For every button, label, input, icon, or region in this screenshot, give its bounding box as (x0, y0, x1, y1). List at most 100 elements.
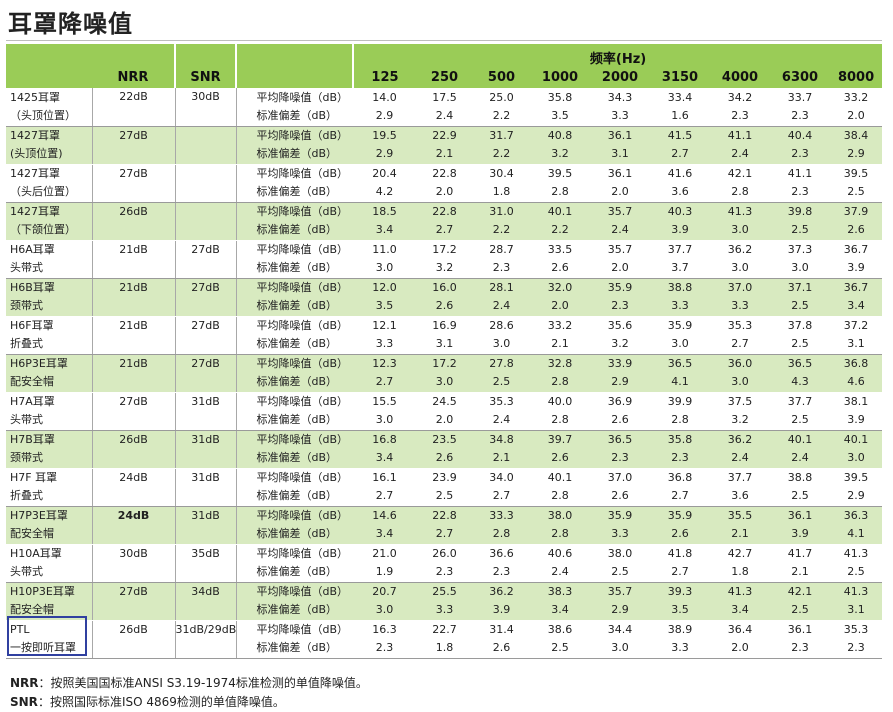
mean-value: 40.3 (667, 205, 693, 218)
attenuation-cell: 36.2 3.9 (473, 582, 530, 621)
mean-value: 35.3 (489, 395, 514, 408)
mean-value: 37.9 (843, 205, 869, 218)
nrr-value: 26dB (92, 202, 176, 241)
model-variant: 头带式 (10, 565, 43, 578)
attenuation-cell: 38.6 2.5 (530, 620, 590, 659)
mean-value: 41.8 (667, 547, 693, 560)
mean-value: 36.7 (843, 243, 869, 256)
attenuation-cell: 12.0 3.5 (353, 278, 416, 317)
attenuation-cell: 33.7 2.3 (770, 88, 830, 127)
mean-value: 19.5 (372, 129, 397, 142)
snr-value: 27dB (175, 316, 237, 355)
model-name: H7F 耳罩 (10, 471, 58, 484)
std-value: 3.1 (847, 337, 865, 350)
attenuation-cell: 14.0 2.9 (353, 88, 416, 127)
frequency-header: 6300 (770, 67, 830, 88)
mean-value: 33.4 (667, 90, 693, 104)
mean-value: 22.8 (432, 205, 457, 218)
std-value: 3.0 (731, 261, 749, 274)
measure-label-cell: 平均降噪值（dB） 标准偏差（dB） (236, 506, 353, 545)
attenuation-cell: 35.6 3.2 (590, 316, 650, 355)
std-value: 2.5 (611, 565, 629, 578)
mean-value: 40.4 (787, 129, 813, 142)
std-value: 1.8 (492, 185, 511, 198)
snr-value: 27dB (175, 354, 237, 393)
model-name: PTL (10, 623, 30, 636)
mean-value: 42.1 (727, 167, 753, 180)
mean-value: 35.9 (667, 509, 693, 522)
std-value: 3.0 (731, 375, 749, 388)
std-value: 3.2 (435, 261, 454, 274)
model-variant: （头后位置） (10, 185, 76, 198)
mean-value: 36.1 (607, 129, 633, 142)
std-value: 2.1 (492, 451, 511, 464)
attenuation-cell: 34.2 2.3 (710, 88, 770, 127)
attenuation-cell: 33.9 2.9 (590, 354, 650, 393)
std-value: 3.4 (375, 223, 394, 236)
std-value: 2.6 (847, 223, 865, 236)
snr-value (175, 202, 237, 241)
attenuation-cell: 17.5 2.4 (416, 88, 473, 127)
mean-value: 40.0 (547, 395, 573, 408)
mean-value: 40.1 (843, 433, 869, 446)
model-name-cell: 1427耳罩 （头后位置） (6, 164, 93, 203)
attenuation-cell: 40.3 3.9 (650, 202, 710, 241)
attenuation-cell: 40.4 2.3 (770, 126, 830, 165)
std-value: 1.9 (375, 565, 394, 578)
std-label: 标准偏差（dB） (256, 641, 338, 654)
attenuation-cell: 35.8 3.5 (530, 88, 590, 127)
mean-value: 28.7 (489, 243, 514, 256)
std-value: 2.8 (551, 413, 569, 426)
mean-value: 34.3 (607, 90, 633, 104)
attenuation-cell: 41.3 3.0 (710, 202, 770, 241)
attenuation-cell: 42.1 2.8 (710, 164, 770, 203)
model-name-cell: 1427耳罩 (头顶位置) (6, 126, 93, 165)
attenuation-cell: 35.5 2.1 (710, 506, 770, 545)
measure-label-cell: 平均降噪值（dB） 标准偏差（dB） (236, 88, 353, 127)
attenuation-cell: 39.8 2.5 (770, 202, 830, 241)
snr-value: 35dB (175, 544, 237, 583)
std-value: 3.2 (611, 337, 629, 350)
std-value: 3.3 (731, 299, 749, 312)
mean-value: 41.3 (727, 585, 753, 598)
mean-value: 36.1 (607, 167, 633, 180)
mean-value: 28.1 (489, 281, 514, 294)
mean-value: 40.1 (547, 205, 573, 218)
measure-label-cell: 平均降噪值（dB） 标准偏差（dB） (236, 392, 353, 431)
std-value: 2.8 (551, 527, 569, 540)
attenuation-cell: 34.0 2.7 (473, 468, 530, 507)
mean-value: 37.1 (787, 281, 813, 294)
mean-value: 39.9 (667, 395, 693, 408)
std-value: 2.6 (671, 527, 689, 540)
mean-value: 36.3 (843, 509, 869, 522)
model-variant: 颈带式 (10, 299, 43, 312)
measure-label-cell: 平均降噪值（dB） 标准偏差（dB） (236, 126, 353, 165)
std-value: 3.9 (791, 527, 809, 540)
mean-value: 30.4 (489, 167, 514, 180)
mean-value: 38.3 (547, 585, 573, 598)
page-title: 耳罩降噪值 (8, 10, 133, 38)
model-variant: (头顶位置) (10, 147, 63, 160)
std-value: 2.1 (551, 337, 569, 350)
attenuation-cell: 42.1 2.5 (770, 582, 830, 621)
snr-value: 31dB (175, 468, 237, 507)
std-value: 2.7 (492, 489, 511, 502)
mean-value: 25.5 (432, 585, 457, 598)
mean-value: 39.8 (787, 205, 813, 218)
attenuation-cell: 34.8 2.1 (473, 430, 530, 469)
std-value: 2.3 (435, 565, 454, 578)
attenuation-cell: 16.3 2.3 (353, 620, 416, 659)
mean-value: 40.1 (547, 471, 573, 484)
mean-value: 36.5 (607, 433, 633, 446)
noise-reduction-table: NRR SNR 频率(Hz) 125 250 500 1000 2000 3150 4000… (6, 44, 883, 659)
attenuation-cell: 36.5 4.1 (650, 354, 710, 393)
attenuation-cell: 31.7 2.2 (473, 126, 530, 165)
mean-value: 41.6 (667, 167, 693, 180)
frequency-header: 4000 (710, 67, 770, 88)
attenuation-cell: 35.3 2.4 (473, 392, 530, 431)
std-label: 标准偏差（dB） (256, 108, 338, 122)
attenuation-cell: 22.9 2.1 (416, 126, 473, 165)
model-variant: 配安全帽 (10, 375, 54, 388)
mean-value: 36.8 (667, 471, 693, 484)
measure-label-cell: 平均降噪值（dB） 标准偏差（dB） (236, 582, 353, 621)
